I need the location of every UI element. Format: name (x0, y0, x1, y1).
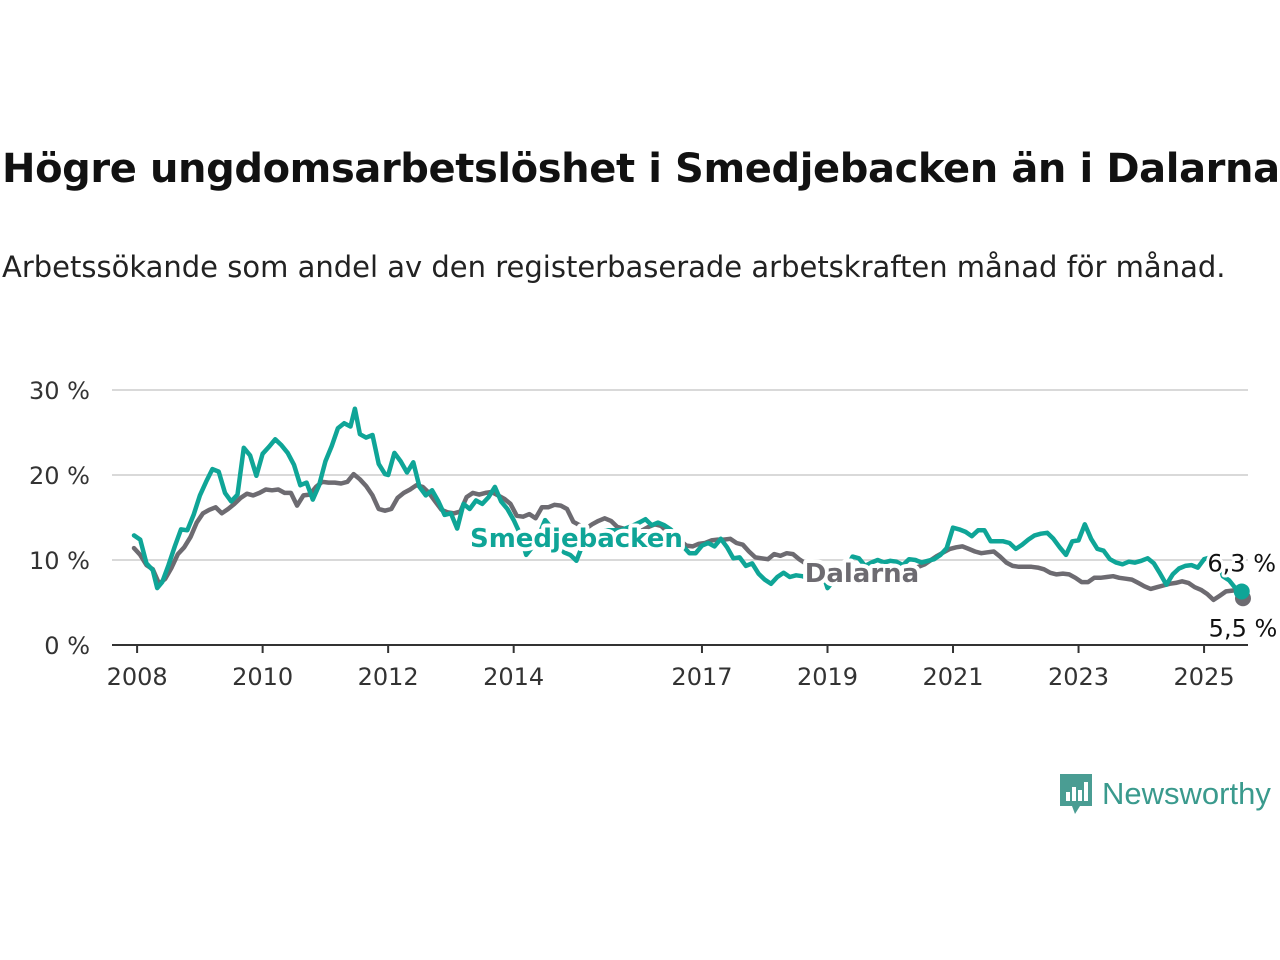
y-tick-label: 10 % (29, 547, 90, 575)
x-axis: 2008 2010 2012 2014 2017 2019 2021 2023 2025 (107, 644, 1248, 691)
gridlines (112, 389, 1248, 561)
x-tick-label: 2012 (358, 663, 419, 691)
end-label-smedjebacken: 6,3 % (1207, 549, 1276, 577)
x-tick-label: 2021 (922, 663, 983, 691)
x-tick-label: 2014 (483, 663, 544, 691)
line-chart: 0 % 10 % 20 % 30 % 2008 2010 2012 2014 2017 2019… (29, 377, 1280, 691)
x-tick-label: 2017 (671, 663, 732, 691)
series-labels: Smedjebacken Dalarna 6,3 % 5,5 % (466, 520, 1280, 645)
series-label-dalarna: Dalarna (805, 559, 919, 589)
end-label-dalarna: 5,5 % (1209, 614, 1278, 642)
x-tick-label: 2008 (107, 663, 168, 691)
x-tick-label: 2025 (1174, 663, 1235, 691)
series-lines (131, 406, 1251, 607)
brand-name: Newsworthy (1102, 776, 1271, 811)
chart-title: Högre ungdomsarbetslöshet i Smedjebacken… (2, 146, 1280, 192)
series-label-smedjebacken: Smedjebacken (470, 524, 683, 554)
x-tick-label: 2023 (1048, 663, 1109, 691)
y-axis-tick-labels: 0 % 10 % 20 % 30 % (29, 377, 90, 660)
newsworthy-brand[interactable]: Newsworthy (1058, 772, 1271, 816)
x-tick-label: 2010 (232, 663, 293, 691)
x-tick-label: 2019 (797, 663, 858, 691)
series-line-smedjebacken (131, 406, 1244, 594)
chart-subtitle: Arbetssökande som andel av den registerb… (2, 250, 1226, 284)
end-point-smedjebacken (1233, 583, 1250, 600)
y-tick-label: 30 % (29, 377, 90, 405)
newsworthy-logo-icon (1060, 774, 1092, 814)
series-line-dalarna (131, 471, 1246, 603)
y-tick-label: 0 % (44, 632, 90, 660)
y-tick-label: 20 % (29, 462, 90, 490)
